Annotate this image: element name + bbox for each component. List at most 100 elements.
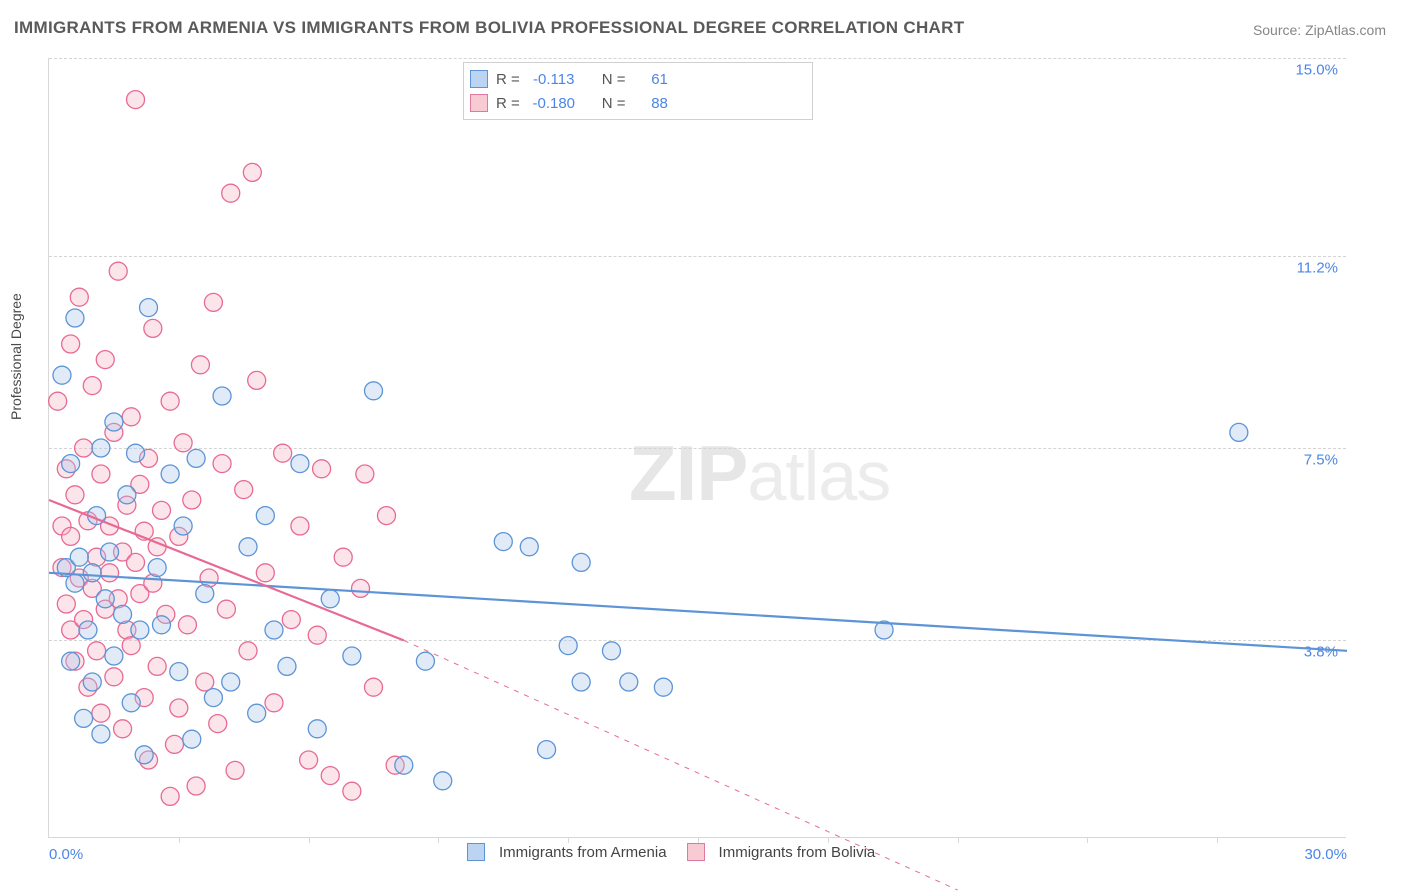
scatter-point bbox=[291, 517, 309, 535]
legend-label-bolivia: Immigrants from Bolivia bbox=[719, 844, 876, 861]
r-label: R = bbox=[496, 71, 520, 88]
scatter-point bbox=[170, 663, 188, 681]
scatter-point bbox=[92, 439, 110, 457]
swatch-pink-icon bbox=[687, 843, 705, 861]
scatter-point bbox=[196, 585, 214, 603]
scatter-point bbox=[101, 543, 119, 561]
scatter-point bbox=[83, 564, 101, 582]
scatter-point bbox=[213, 455, 231, 473]
scatter-point bbox=[278, 657, 296, 675]
scatter-point bbox=[256, 564, 274, 582]
scatter-point bbox=[165, 735, 183, 753]
scatter-point bbox=[92, 465, 110, 483]
scatter-point bbox=[53, 366, 71, 384]
scatter-point bbox=[559, 637, 577, 655]
legend-item-armenia: Immigrants from Armenia bbox=[467, 843, 667, 861]
scatter-point bbox=[520, 538, 538, 556]
scatter-point bbox=[127, 444, 145, 462]
scatter-point bbox=[183, 491, 201, 509]
x-tick-label: 30.0% bbox=[1304, 846, 1347, 863]
scatter-point bbox=[248, 371, 266, 389]
scatter-point bbox=[282, 611, 300, 629]
scatter-point bbox=[191, 356, 209, 374]
scatter-point bbox=[118, 486, 136, 504]
y-axis-label: Professional Degree bbox=[8, 293, 24, 420]
scatter-point bbox=[321, 590, 339, 608]
scatter-point bbox=[96, 351, 114, 369]
n-label: N = bbox=[602, 71, 626, 88]
scatter-point bbox=[308, 626, 326, 644]
scatter-point bbox=[343, 782, 361, 800]
scatter-point bbox=[92, 704, 110, 722]
chart-area: ZIPatlas 3.8%7.5%11.2%15.0% 0.0%30.0% R … bbox=[48, 58, 1346, 838]
swatch-blue-icon bbox=[467, 843, 485, 861]
scatter-point bbox=[226, 761, 244, 779]
scatter-point bbox=[291, 455, 309, 473]
scatter-plot bbox=[49, 58, 1346, 837]
scatter-point bbox=[209, 715, 227, 733]
scatter-point bbox=[140, 299, 158, 317]
scatter-point bbox=[127, 553, 145, 571]
scatter-point bbox=[274, 444, 292, 462]
scatter-point bbox=[377, 507, 395, 525]
scatter-point bbox=[243, 163, 261, 181]
scatter-point bbox=[92, 725, 110, 743]
scatter-point bbox=[105, 413, 123, 431]
legend-row-armenia: R = -0.113 N = 61 bbox=[470, 67, 806, 91]
n-value-bolivia: 88 bbox=[630, 95, 690, 112]
n-value-armenia: 61 bbox=[630, 71, 690, 88]
scatter-point bbox=[127, 91, 145, 109]
scatter-point bbox=[75, 439, 93, 457]
scatter-point bbox=[434, 772, 452, 790]
scatter-point bbox=[1230, 423, 1248, 441]
scatter-point bbox=[114, 605, 132, 623]
scatter-point bbox=[187, 449, 205, 467]
scatter-point bbox=[70, 548, 88, 566]
scatter-point bbox=[66, 309, 84, 327]
scatter-point bbox=[131, 621, 149, 639]
scatter-point bbox=[70, 288, 88, 306]
scatter-point bbox=[75, 709, 93, 727]
scatter-point bbox=[321, 767, 339, 785]
scatter-point bbox=[416, 652, 434, 670]
scatter-point bbox=[395, 756, 413, 774]
scatter-point bbox=[66, 574, 84, 592]
scatter-point bbox=[204, 293, 222, 311]
scatter-point bbox=[217, 600, 235, 618]
scatter-point bbox=[183, 730, 201, 748]
scatter-point bbox=[161, 465, 179, 483]
r-label: R = bbox=[496, 95, 520, 112]
swatch-pink-icon bbox=[470, 94, 488, 112]
scatter-point bbox=[174, 517, 192, 535]
scatter-point bbox=[105, 647, 123, 665]
scatter-point bbox=[49, 392, 67, 410]
scatter-point bbox=[365, 678, 383, 696]
scatter-point bbox=[313, 460, 331, 478]
scatter-point bbox=[66, 486, 84, 504]
scatter-point bbox=[62, 527, 80, 545]
scatter-point bbox=[239, 538, 257, 556]
x-minor-tick bbox=[309, 837, 310, 843]
scatter-point bbox=[334, 548, 352, 566]
scatter-point bbox=[83, 377, 101, 395]
scatter-point bbox=[494, 533, 512, 551]
scatter-point bbox=[239, 642, 257, 660]
series-legend: Immigrants from Armenia Immigrants from … bbox=[467, 843, 875, 861]
x-minor-tick bbox=[958, 837, 959, 843]
scatter-point bbox=[222, 673, 240, 691]
scatter-point bbox=[174, 434, 192, 452]
scatter-point bbox=[256, 507, 274, 525]
correlation-legend: R = -0.113 N = 61 R = -0.180 N = 88 bbox=[463, 62, 813, 120]
scatter-point bbox=[114, 720, 132, 738]
scatter-point bbox=[152, 616, 170, 634]
scatter-point bbox=[105, 668, 123, 686]
scatter-point bbox=[170, 699, 188, 717]
scatter-point bbox=[57, 595, 75, 613]
scatter-point bbox=[265, 694, 283, 712]
scatter-point bbox=[122, 694, 140, 712]
scatter-point bbox=[538, 741, 556, 759]
scatter-point bbox=[178, 616, 196, 634]
chart-title: IMMIGRANTS FROM ARMENIA VS IMMIGRANTS FR… bbox=[14, 18, 964, 38]
scatter-point bbox=[135, 746, 153, 764]
scatter-point bbox=[88, 642, 106, 660]
